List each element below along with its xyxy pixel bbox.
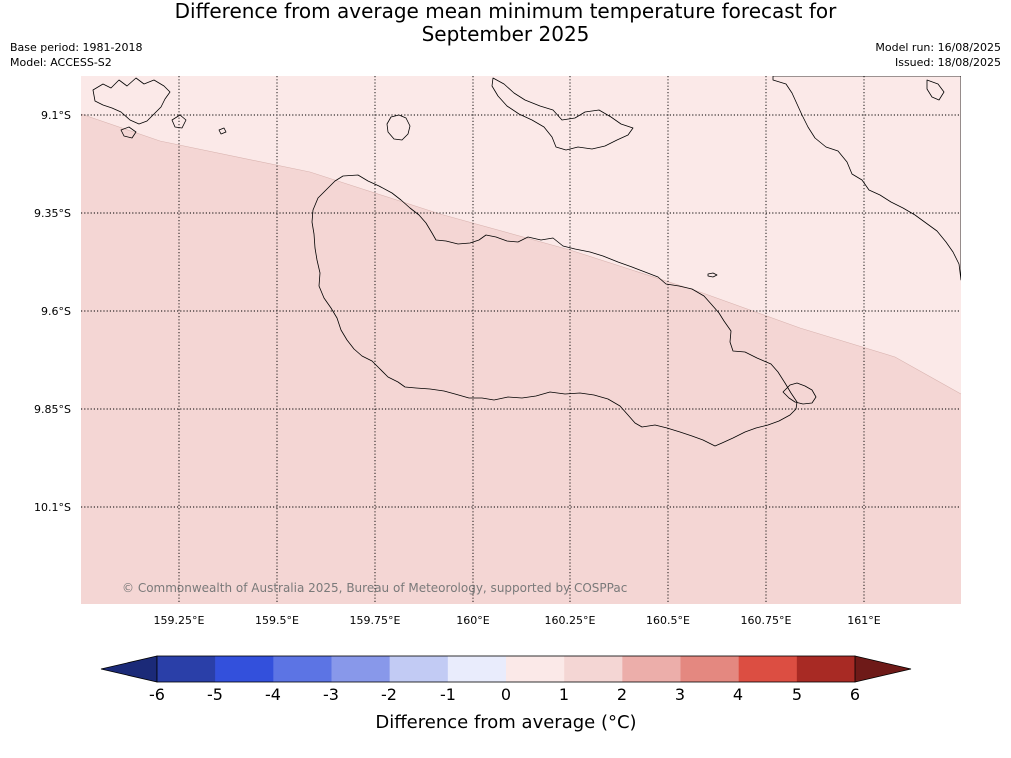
coastline-ne-island-2 — [926, 79, 945, 101]
coastline-round-island — [386, 114, 411, 141]
colorbar-extend-high — [854, 655, 912, 683]
coastline-islet-east — [782, 382, 817, 405]
colorbar-segment — [796, 656, 856, 682]
coastline-nw-islet-2 — [171, 114, 187, 129]
colorbar-tick-label: 5 — [792, 685, 802, 704]
region-1-to-2 — [81, 114, 961, 604]
model-run-text: Model run: 16/08/2025 — [875, 41, 1001, 54]
issued-text: Issued: 18/08/2025 — [894, 56, 1001, 69]
colorbar-segment — [680, 656, 739, 682]
lat-tick-label: 9.6°S — [41, 305, 71, 318]
lat-tick-label: 9.85°S — [34, 403, 71, 416]
lon-tick-label: 160°E — [456, 614, 489, 627]
colorbar-border — [156, 655, 856, 683]
colorbar-segment — [506, 656, 565, 682]
map-title: Difference from average mean minimum tem… — [0, 0, 1011, 46]
colorbar-tick-label: -2 — [381, 685, 397, 704]
coastline-small-islet — [707, 272, 718, 278]
coastline-nw-islet-1 — [120, 126, 137, 139]
colorbar-tick-label: 4 — [733, 685, 743, 704]
colorbar-segments — [156, 655, 856, 683]
coastline-nw-island — [92, 77, 171, 125]
colorbar: -6 -5 -4 -3 -2 -1 0 1 2 3 4 5 6 Differen… — [100, 655, 912, 733]
lon-tick-label: 160.75°E — [741, 614, 792, 627]
lon-tick-label: 159.25°E — [154, 614, 205, 627]
map-panel: © Commonwealth of Australia 2025, Bureau… — [80, 76, 962, 604]
title-line-2: September 2025 — [421, 22, 590, 46]
colorbar-extend-low — [100, 655, 158, 683]
coastline-nw-islet-3 — [218, 127, 227, 135]
lon-tick-label: 160.5°E — [646, 614, 690, 627]
lat-tick-label: 9.1°S — [41, 109, 71, 122]
lat-tick-label: 9.35°S — [34, 207, 71, 220]
lon-tick-label: 160.25°E — [545, 614, 596, 627]
meta-left: Base period: 1981-2018 Model: ACCESS-S2 — [10, 40, 142, 70]
lat-axis: 9.1°S 9.35°S 9.6°S 9.85°S 10.1°S — [34, 109, 71, 514]
coastline-main-island — [311, 174, 798, 447]
colorbar-segment — [622, 656, 681, 682]
colorbar-ticks: -6 -5 -4 -3 -2 -1 0 1 2 3 4 5 6 — [149, 685, 860, 704]
colorbar-segment — [157, 656, 216, 682]
colorbar-segment — [389, 656, 449, 682]
base-period-text: Base period: 1981-2018 — [10, 41, 143, 54]
colorbar-tick-label: -1 — [440, 685, 456, 704]
colorbar-tick-label: 3 — [675, 685, 685, 704]
lon-tick-label: 161°E — [847, 614, 880, 627]
meta-right: Model run: 16/08/2025 Issued: 18/08/2025 — [875, 40, 1001, 70]
colorbar-tick-label: 0 — [501, 685, 511, 704]
lon-tick-label: 159.5°E — [255, 614, 299, 627]
colorbar-segment — [273, 656, 332, 682]
colorbar-segment — [447, 656, 507, 682]
coastline-ne-island — [772, 76, 961, 281]
colorbar-tick-label: -4 — [265, 685, 281, 704]
colorbar-segment — [564, 656, 623, 682]
model-text: Model: ACCESS-S2 — [10, 56, 112, 69]
title-line-1: Difference from average mean minimum tem… — [174, 0, 837, 23]
colorbar-segment — [738, 656, 798, 682]
copyright-text: © Commonwealth of Australia 2025, Bureau… — [122, 581, 627, 595]
lon-axis: 159.25°E 159.5°E 159.75°E 160°E 160.25°E… — [154, 614, 881, 627]
colorbar-tick-label: -3 — [323, 685, 339, 704]
lat-tick-label: 10.1°S — [34, 501, 71, 514]
gridlines — [81, 76, 961, 604]
coastline-north-islands — [491, 77, 634, 151]
colorbar-segment — [215, 656, 274, 682]
colorbar-label: Difference from average (°C) — [375, 712, 636, 733]
colorbar-segment — [331, 656, 390, 682]
colorbar-tick-label: -6 — [149, 685, 165, 704]
lon-tick-label: 159.75°E — [350, 614, 401, 627]
coastlines — [92, 76, 961, 447]
colorbar-tick-label: 6 — [850, 685, 860, 704]
colorbar-tick-label: 2 — [617, 685, 627, 704]
colorbar-tick-label: 1 — [559, 685, 569, 704]
colorbar-tick-label: -5 — [207, 685, 223, 704]
